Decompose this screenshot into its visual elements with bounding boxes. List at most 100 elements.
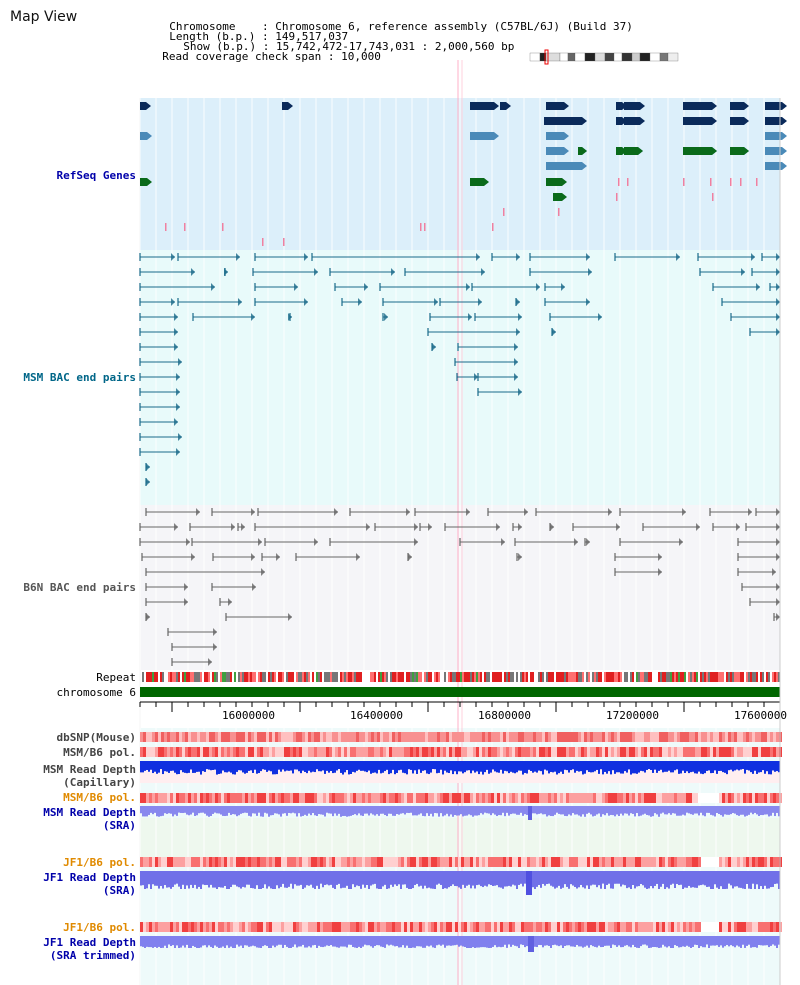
jf1-depth-trim-bar xyxy=(248,936,250,947)
jf1-b6-pol-trim-strip xyxy=(221,922,224,932)
msm-b6-pol-sra-strip xyxy=(722,793,725,803)
msm-depth-sra-bar xyxy=(564,806,566,816)
jf1-depth-trim-bar xyxy=(654,936,656,947)
msm-depth-sra-bar xyxy=(374,806,376,816)
refseq-gene xyxy=(544,117,582,125)
refseq-gene-arrow xyxy=(288,102,293,110)
msm-depth-capillary-bar xyxy=(282,761,284,770)
jf1-b6-pol-strip xyxy=(557,857,560,867)
repeat-block xyxy=(708,672,710,682)
msm-depth-capillary-bar xyxy=(414,761,416,771)
msm-depth-capillary-bar xyxy=(620,761,622,774)
msm-bac-pair-end xyxy=(536,283,540,291)
msm-depth-capillary-bar xyxy=(298,761,300,772)
jf1-depth-sra-bar xyxy=(216,871,218,889)
jf1-depth-sra-bar xyxy=(278,871,280,889)
msm-b6-pol-sra-strip xyxy=(368,793,371,803)
msm-bac-pair-end xyxy=(598,313,602,321)
dbsnp-strip xyxy=(734,732,737,742)
dbsnp-strip xyxy=(284,732,287,742)
refseq-gene-arrow xyxy=(562,193,567,201)
msm-depth-capillary-bar xyxy=(752,761,754,774)
jf1-depth-trim-bar xyxy=(604,936,606,946)
repeat-block xyxy=(770,672,772,682)
dbsnp-strip xyxy=(476,732,479,742)
jf1-depth-sra-bar xyxy=(258,871,260,889)
msm-b6-pol-sra-strip xyxy=(515,793,518,803)
repeat-block xyxy=(650,672,652,682)
jf1-b6-pol-strip xyxy=(401,857,404,867)
jf1-b6-pol-trim-strip xyxy=(539,922,542,932)
dbsnp-strip xyxy=(713,732,716,742)
repeat-block xyxy=(170,672,172,682)
repeat-block xyxy=(242,672,244,682)
jf1-depth-sra-bar xyxy=(648,871,650,889)
jf1-b6-pol-trim-strip xyxy=(413,922,416,932)
jf1-depth-sra-bar xyxy=(586,871,588,886)
msm-depth-sra-bar xyxy=(692,806,694,815)
jf1-depth-trim-bar xyxy=(170,936,172,947)
repeat-block xyxy=(544,672,546,682)
jf1-depth-trim-bar xyxy=(602,936,604,948)
repeat-block xyxy=(672,672,674,682)
msm-b6-pol-sra-strip xyxy=(590,793,593,803)
msm-depth-capillary-bar xyxy=(638,761,640,773)
msm-b6-pol-sra-strip xyxy=(680,793,683,803)
jf1-depth-sra-bar xyxy=(736,871,738,887)
jf1-depth-sra-bar xyxy=(224,871,226,887)
jf1-depth-trim-bar xyxy=(584,936,586,947)
msm-depth-capillary-bar xyxy=(150,761,152,770)
jf1-b6-pol-strip xyxy=(497,857,500,867)
jf1-depth-trim-bar xyxy=(438,936,440,945)
jf1-depth-trim-bar xyxy=(700,936,702,947)
jf1-depth-trim-bar xyxy=(300,936,302,947)
jf1-depth-sra-bar xyxy=(168,871,170,888)
msm-b6-pol-sra-strip xyxy=(776,793,779,803)
msm-bac-pair-end xyxy=(514,358,518,366)
msm-depth-sra-bar xyxy=(762,806,764,816)
jf1-depth-trim-bar xyxy=(690,936,692,948)
repeat-block xyxy=(152,672,154,682)
jf1-depth-sra-bar xyxy=(710,871,712,889)
jf1-b6-pol-strip xyxy=(755,857,758,867)
repeat-block xyxy=(604,672,606,682)
msm-depth-capillary-bar xyxy=(250,761,252,771)
refseq-gene xyxy=(730,117,744,125)
repeat-block xyxy=(350,672,352,682)
msm-depth-sra-bar xyxy=(366,806,368,814)
msm-depth-sra-bar xyxy=(172,806,174,817)
jf1-depth-sra-bar xyxy=(312,871,314,888)
repeat-block xyxy=(644,672,646,682)
jf1-depth-sra-bar xyxy=(160,871,162,886)
msm-b6-pol-strip xyxy=(728,747,731,757)
repeat-block xyxy=(228,672,230,682)
msm-b6-pol-strip xyxy=(596,747,599,757)
msm-depth-sra-bar xyxy=(284,806,286,814)
msm-depth-sra-bar xyxy=(440,806,442,814)
msm-depth-capillary-bar xyxy=(732,761,734,772)
jf1-depth-sra-bar xyxy=(292,871,294,889)
jf1-b6-pol-trim-strip xyxy=(341,922,344,932)
msm-depth-capillary-bar xyxy=(772,761,774,771)
msm-depth-capillary-bar xyxy=(640,761,642,771)
msm-depth-sra-bar xyxy=(264,806,266,813)
jf1-depth-sra-bar xyxy=(730,871,732,886)
repeat-block xyxy=(282,672,284,682)
jf1-depth-trim-bar xyxy=(698,936,700,948)
msm-depth-sra-bar xyxy=(686,806,688,813)
msm-bac-pair-end xyxy=(314,268,318,276)
jf1-b6-pol-strip xyxy=(263,857,266,867)
msm-depth-sra-bar xyxy=(412,806,414,816)
jf1-depth-sra-bar xyxy=(674,871,676,888)
msm-bac-pair-end xyxy=(176,373,180,381)
dbsnp-strip xyxy=(365,732,368,742)
jf1-b6-pol-strip xyxy=(701,857,704,867)
dbsnp-strip xyxy=(746,732,749,742)
jf1-b6-pol-trim-strip xyxy=(326,922,329,932)
dbsnp-strip xyxy=(314,732,317,742)
dbsnp-strip xyxy=(221,732,224,742)
jf1-b6-pol-strip xyxy=(167,857,170,867)
dbsnp-strip xyxy=(176,732,179,742)
refseq-transcript-small xyxy=(262,238,264,246)
